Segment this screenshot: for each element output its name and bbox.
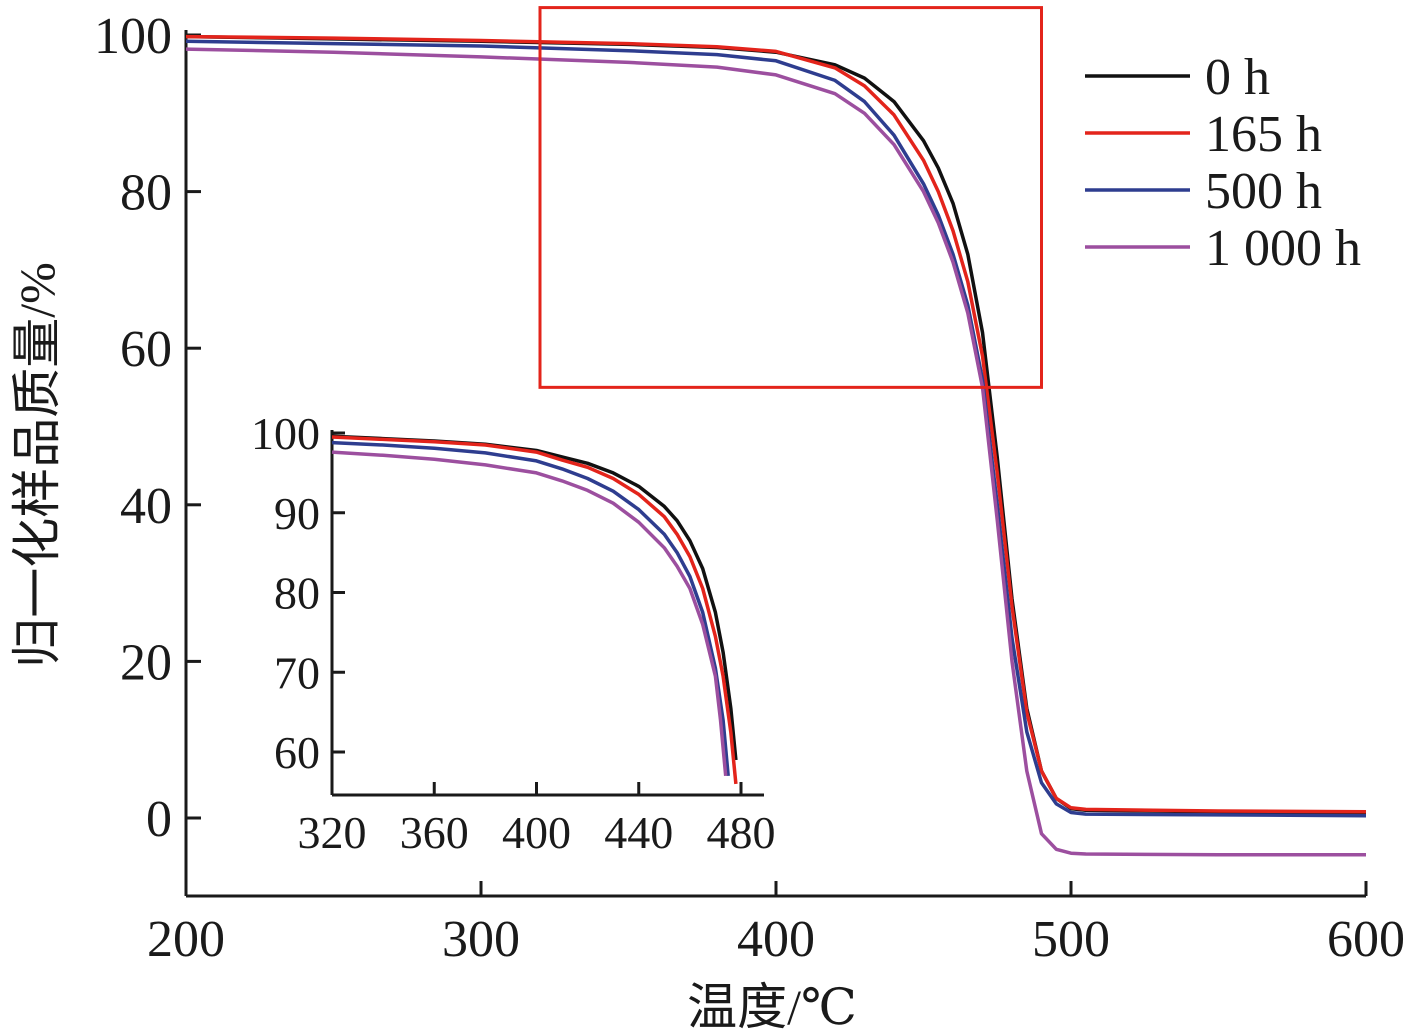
inset-y-tick-label-60: 60 xyxy=(274,727,320,778)
inset-series-line-1000h xyxy=(331,450,728,777)
zoom-region-box xyxy=(538,6,1043,389)
main-y-tick-label-100: 100 xyxy=(94,8,172,65)
main-x-tick-label-500: 500 xyxy=(1032,911,1110,968)
main-x-tick-label-200: 200 xyxy=(147,911,225,968)
legend-label-500h: 500 h xyxy=(1205,163,1322,220)
main-series-line-1000h xyxy=(185,47,1366,857)
inset-y-tick-label-90: 90 xyxy=(274,488,320,539)
inset-x-tick-label-360: 360 xyxy=(400,807,469,858)
inset-y-tick-label-70: 70 xyxy=(274,647,320,698)
main-y-tick-label-0: 0 xyxy=(146,791,172,848)
inset-plot: 320 360 400 440 480 60 70 80 90 100 xyxy=(251,408,776,858)
main-series-line-500h xyxy=(185,39,1367,818)
main-tick-labels: 200 300 400 500 600 0 20 40 60 80 100 xyxy=(94,8,1405,968)
legend-label-0h: 0 h xyxy=(1205,49,1270,106)
inset-x-tick-label-400: 400 xyxy=(502,807,571,858)
inset-series xyxy=(331,434,738,785)
y-axis-title: 归一化样品质量/% xyxy=(9,262,65,668)
main-y-tick-label-40: 40 xyxy=(120,478,172,535)
main-y-tick-label-20: 20 xyxy=(120,634,172,691)
main-series xyxy=(185,34,1367,857)
inset-series-line-165h xyxy=(331,435,738,785)
inset-x-tick-label-480: 480 xyxy=(707,807,776,858)
inset-series-line-500h xyxy=(331,440,730,777)
x-axis-title: 温度/℃ xyxy=(687,979,857,1035)
inset-tick-labels: 320 360 400 440 480 60 70 80 90 100 xyxy=(251,408,776,858)
legend-label-165h: 165 h xyxy=(1205,106,1322,163)
inset-axes xyxy=(330,428,764,797)
inset-y-tick-label-80: 80 xyxy=(274,568,320,619)
inset-background xyxy=(332,428,764,795)
inset-y-tick-label-100: 100 xyxy=(251,408,320,459)
main-x-tick-label-400: 400 xyxy=(737,911,815,968)
main-y-tick-label-80: 80 xyxy=(120,165,172,222)
main-series-line-165h xyxy=(185,34,1367,814)
inset-x-tick-label-440: 440 xyxy=(604,807,673,858)
main-x-tick-label-600: 600 xyxy=(1327,911,1405,968)
main-y-tick-label-60: 60 xyxy=(120,321,172,378)
inset-x-tick-label-320: 320 xyxy=(298,807,367,858)
main-plot: 200 300 400 500 600 0 20 40 60 80 100 xyxy=(94,8,1405,968)
main-x-tick-label-300: 300 xyxy=(442,911,520,968)
legend-label-1000h: 1 000 h xyxy=(1205,220,1361,277)
